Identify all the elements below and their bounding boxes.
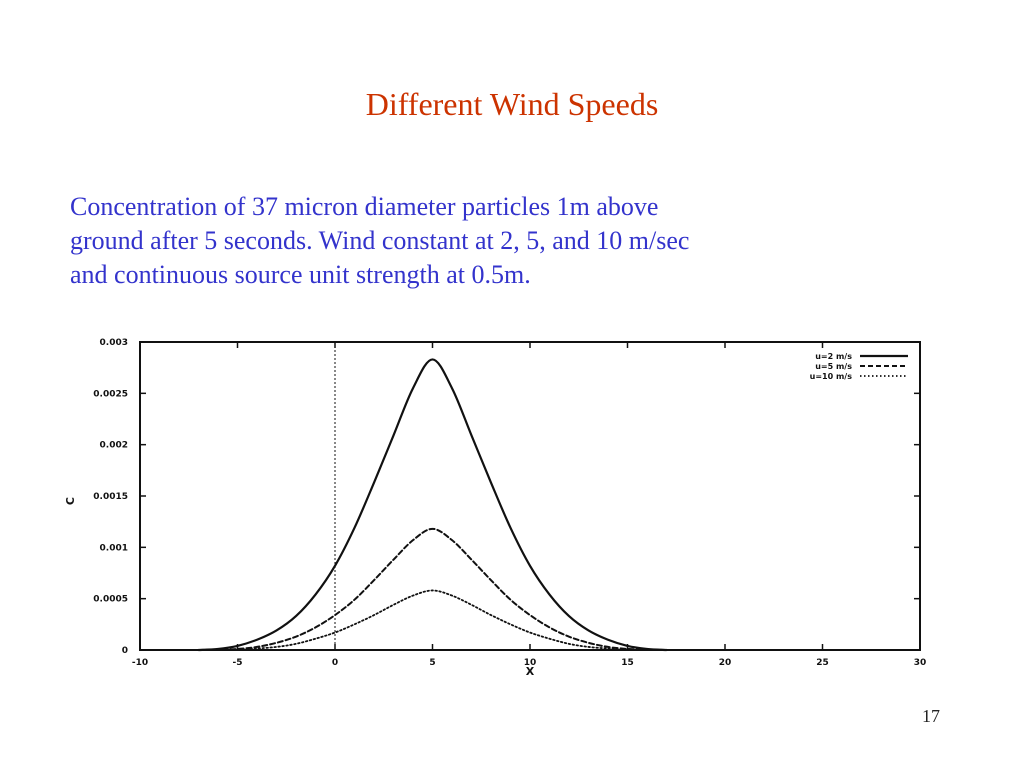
legend-label-3: u=10 m/s <box>810 372 853 381</box>
y-tick-label: 0.001 <box>100 543 128 553</box>
series-line-1 <box>197 358 668 652</box>
x-tick-label: 0 <box>332 658 338 668</box>
y-tick-label: 0.0015 <box>93 492 128 502</box>
x-tick-label: 15 <box>621 658 634 668</box>
x-axis-label: X <box>526 665 535 678</box>
y-tick-label: 0.0025 <box>93 389 128 399</box>
body-line-2: ground after 5 seconds. Wind constant at… <box>70 226 690 255</box>
y-tick-label: 0.003 <box>100 338 128 348</box>
series-layer <box>197 358 668 652</box>
series-line-3 <box>197 589 668 651</box>
x-tick-label: 10 <box>524 658 537 668</box>
legend-label-1: u=2 m/s <box>815 352 852 361</box>
slide-body-text: Concentration of 37 micron diameter part… <box>70 190 950 292</box>
legend-layer: u=2 m/su=5 m/su=10 m/s <box>810 352 908 381</box>
legend-label-2: u=5 m/s <box>815 362 852 371</box>
body-line-3: and continuous source unit strength at 0… <box>70 260 531 289</box>
plot-frame <box>139 341 921 651</box>
chart-svg: -10 -5 0 5 10 15 20 25 30 0 0.0005 0.001 0.0015 0.002… <box>64 338 926 678</box>
concentration-chart: -10 -5 0 5 10 15 20 25 30 0 0.0005 0.001 0.0015 0.002… <box>60 330 940 680</box>
y-tick-label: 0.002 <box>100 441 128 451</box>
y-axis-label: C <box>64 497 77 505</box>
x-tick-label: 30 <box>914 658 927 668</box>
y-tick-label: 0 <box>122 646 128 656</box>
x-tick-label: 25 <box>816 658 829 668</box>
slide-title: Different Wind Speeds <box>365 86 659 122</box>
x-tick-label: 5 <box>429 658 435 668</box>
body-line-1: Concentration of 37 micron diameter part… <box>70 192 659 221</box>
axes-layer: -10 -5 0 5 10 15 20 25 30 0 0.0005 0.001 0.0015 0.002… <box>64 338 926 678</box>
series-line-2 <box>197 527 668 651</box>
x-tick-label: 20 <box>719 658 732 668</box>
page-number: 17 <box>922 706 940 726</box>
y-tick-label: 0.0005 <box>93 595 128 605</box>
x-tick-label: -10 <box>132 658 148 668</box>
x-tick-label: -5 <box>233 658 243 668</box>
